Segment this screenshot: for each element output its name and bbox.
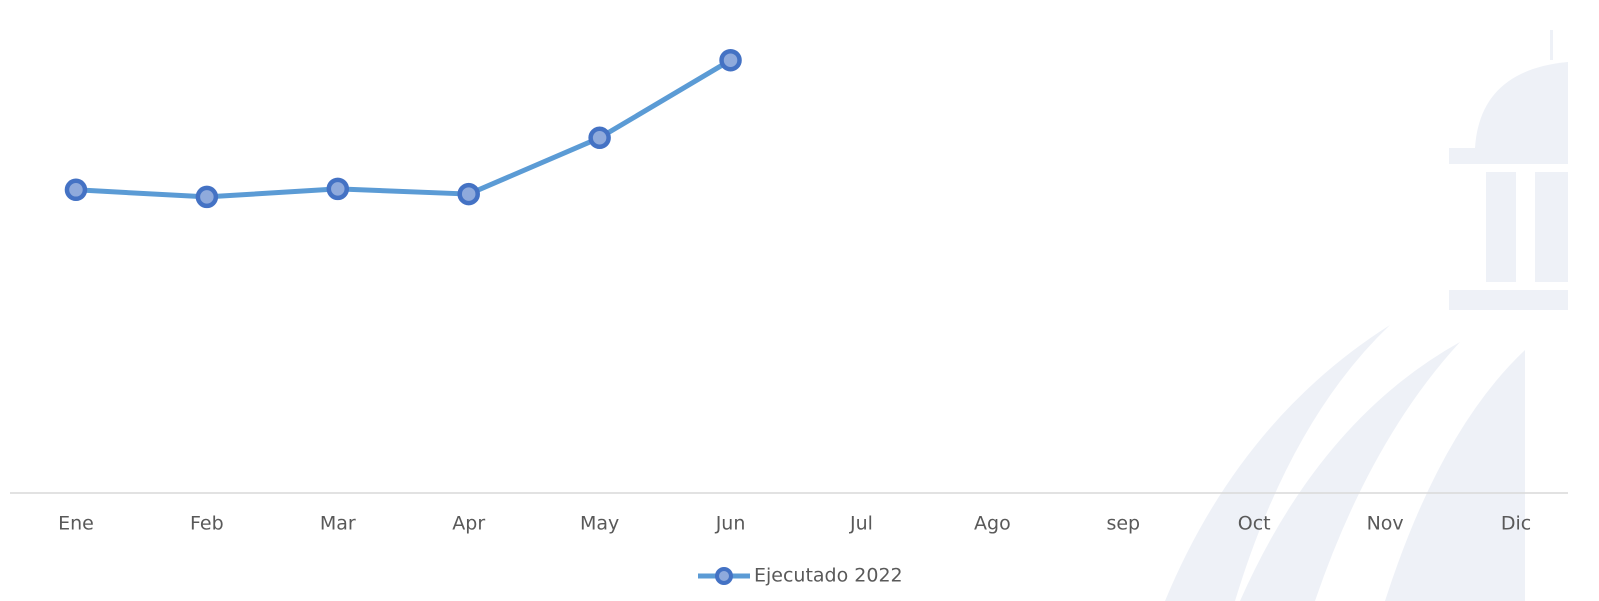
legend-marker xyxy=(715,567,733,585)
x-tick-label: May xyxy=(580,513,619,535)
legend-label: Ejecutado 2022 xyxy=(754,565,903,587)
series-line xyxy=(75,58,732,200)
watermark-dome xyxy=(1475,62,1568,148)
x-tick-label: Dic xyxy=(1501,513,1531,535)
x-tick-label: Feb xyxy=(190,513,224,535)
watermark-arc xyxy=(1165,325,1390,601)
x-tick-label: Apr xyxy=(452,513,485,535)
data-point xyxy=(588,126,611,150)
watermark-base xyxy=(1449,290,1568,310)
data-point xyxy=(719,48,742,72)
watermark-spire xyxy=(1550,30,1553,60)
data-point xyxy=(457,182,480,206)
x-tick-label: Jul xyxy=(849,513,873,535)
x-tick-label: Mar xyxy=(320,513,356,535)
x-tick-label: Nov xyxy=(1367,513,1404,535)
x-tick-label: Ago xyxy=(974,513,1011,535)
watermark-beam xyxy=(1449,148,1568,164)
data-point xyxy=(64,178,88,202)
data-point xyxy=(195,185,219,209)
x-tick-label: sep xyxy=(1106,513,1140,535)
x-tick-label: Ene xyxy=(58,513,94,535)
x-tick-label: Jun xyxy=(715,513,746,535)
watermark-column xyxy=(1535,172,1568,282)
x-tick-label: Oct xyxy=(1238,513,1271,535)
watermark-arc xyxy=(1385,350,1525,601)
watermark-arc xyxy=(1240,342,1460,601)
watermark xyxy=(1165,30,1568,601)
data-point xyxy=(326,177,350,201)
watermark-column xyxy=(1486,172,1516,282)
